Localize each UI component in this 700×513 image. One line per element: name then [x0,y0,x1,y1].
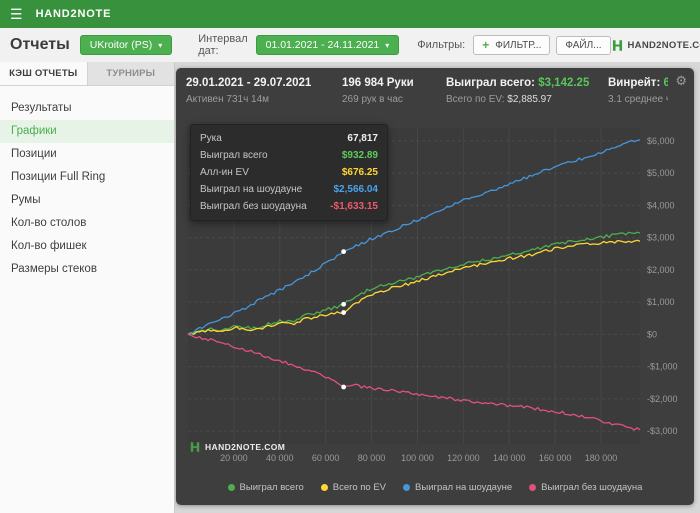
account-selector-button[interactable]: UKroitor (PS) ▾ [79,35,173,55]
hands-per-hour: 269 рук в час [342,94,403,105]
sidebar-item-positions-full-ring[interactable]: Позиции Full Ring [11,171,106,183]
svg-text:20 000: 20 000 [220,453,248,463]
tab-cash-reports[interactable]: КЭШ ОТЧЕТЫ [0,62,87,85]
winrate-label: Винрейт: [608,77,661,89]
won-total-label: Выиграл всего: [446,77,535,89]
date-range-label: 01.01.2021 - 24.11.2021 [265,39,380,51]
sidebar-tabs: КЭШ ОТЧЕТЫ ТУРНИРЫ [0,62,174,86]
hands-count: 196 984 Руки [342,77,414,89]
sidebar-item-results[interactable]: Результаты [11,102,72,114]
svg-text:-$2,000: -$2,000 [647,394,678,404]
date-interval-label: Интервал дат: [198,33,248,57]
won-total-value: $3,142.25 [538,77,590,89]
tooltip-row: Выиграл на шоудауне $2,566.04 [200,184,378,195]
add-filter-button[interactable]: + ФИЛЬТР... [473,35,551,55]
brand-logo: HAND2NOTE.COM [611,39,700,52]
legend-dot-icon [227,484,235,491]
legend-dot-icon [320,484,328,491]
svg-text:-$3,000: -$3,000 [647,426,678,436]
avg-tables: 3.1 среднее чи [608,94,668,105]
hover-marker-dot-0 [341,301,347,307]
svg-text:80 000: 80 000 [358,453,386,463]
svg-text:100 000: 100 000 [401,453,434,463]
series-line-2 [187,139,641,336]
svg-text:$1,000: $1,000 [647,297,675,307]
legend-item-won-showdown[interactable]: Выиграл на шоудауне [403,482,512,493]
tooltip-row: Выиграл всего $932.89 [200,150,378,161]
hover-marker-dot-2 [341,249,347,255]
svg-text:$2,000: $2,000 [647,265,675,275]
plus-icon: + [482,38,490,52]
ev-total-label: Всего по EV: [446,94,505,105]
svg-text:40 000: 40 000 [266,453,294,463]
hand2note-h-icon [190,442,200,452]
chart-watermark: HAND2NOTE.COM [189,441,285,453]
legend-item-won-no-showdown[interactable]: Выиграл без шоудауна [529,482,642,493]
top-app-bar: ☰ HAND2NOTE [0,0,700,28]
chart-tooltip: Рука 67,817 Выиграл всего $932.89 Алл-ин… [190,124,388,221]
legend-dot-icon [529,484,537,491]
sidebar-item-chip-count[interactable]: Кол-во фишек [11,240,87,252]
hover-marker-dot-1 [341,310,347,315]
svg-text:$5,000: $5,000 [647,168,675,178]
chevron-down-icon: ▾ [385,40,390,50]
file-button-label: ФАЙЛ... [565,39,602,51]
series-line-3 [187,333,641,431]
add-filter-label: ФИЛЬТР... [495,39,542,51]
watermark-text: HAND2NOTE.COM [205,442,286,452]
svg-text:$4,000: $4,000 [647,200,675,210]
report-panel: 29.01.2021 - 29.07.2021 Активен 731ч 14м… [176,68,694,505]
settings-gear-icon[interactable]: ⚙ [675,73,687,88]
sidebar-item-table-count[interactable]: Кол-во столов [11,217,87,229]
filters-label: Фильтры: [417,39,466,51]
svg-text:-$1,000: -$1,000 [647,362,678,372]
page-title: Отчеты [10,36,70,53]
legend-item-won-total[interactable]: Выиграл всего [227,482,304,493]
legend-item-ev-total[interactable]: Всего по EV [320,482,386,493]
svg-text:60 000: 60 000 [312,453,340,463]
panel-header: 29.01.2021 - 29.07.2021 Активен 731ч 14м… [186,77,668,106]
hand2note-h-icon [612,39,622,51]
svg-text:$0: $0 [647,329,657,339]
sidebar-item-stack-sizes[interactable]: Размеры стеков [11,263,97,275]
sidebar-menu: Результаты Графики Позиции Позиции Full … [0,86,174,281]
tooltip-row: Алл-ин EV $676.25 [200,167,378,178]
tooltip-row: Рука 67,817 [200,133,378,144]
svg-text:160 000: 160 000 [539,453,572,463]
sidebar-item-rooms[interactable]: Румы [11,194,41,206]
app-title: HAND2NOTE [35,8,112,20]
tooltip-row: Выиграл без шоудауна -$1,633.15 [200,201,378,212]
chart-grid: 20 000 40 000 60 000 80 000 100 000 120 000 14… [188,128,678,463]
svg-text:$3,000: $3,000 [647,233,675,243]
sidebar-item-charts[interactable]: Графики [0,120,174,143]
sidebar-item-positions[interactable]: Позиции [11,148,57,160]
account-label: UKroitor (PS) [89,39,153,51]
svg-text:140 000: 140 000 [493,453,526,463]
toolbar: Отчеты UKroitor (PS) ▾ Интервал дат: 01.… [0,28,700,62]
date-range-button[interactable]: 01.01.2021 - 24.11.2021 ▾ [255,35,400,55]
hover-marker-dot-3 [341,384,347,390]
active-time: Активен 731ч 14м [186,94,270,105]
winrate-value: 6.46 [663,77,668,89]
hamburger-menu-icon[interactable]: ☰ [10,6,23,22]
sidebar: КЭШ ОТЧЕТЫ ТУРНИРЫ Результаты Графики По… [0,62,175,513]
series-line-1 [187,239,641,336]
report-date-range: 29.01.2021 - 29.07.2021 [186,77,312,89]
file-button[interactable]: ФАЙЛ... [556,35,611,55]
tab-tournaments[interactable]: ТУРНИРЫ [86,62,174,85]
svg-text:$6,000: $6,000 [647,136,675,146]
legend-dot-icon [403,484,411,491]
brand-text: HAND2NOTE.COM [627,39,700,51]
svg-text:120 000: 120 000 [447,453,480,463]
chart-legend: Выиграл всего Всего по EV Выиграл на шоу… [176,482,694,493]
svg-text:180 000: 180 000 [585,453,618,463]
chevron-down-icon: ▾ [158,40,163,50]
ev-total-value: $2,885.97 [507,94,552,105]
